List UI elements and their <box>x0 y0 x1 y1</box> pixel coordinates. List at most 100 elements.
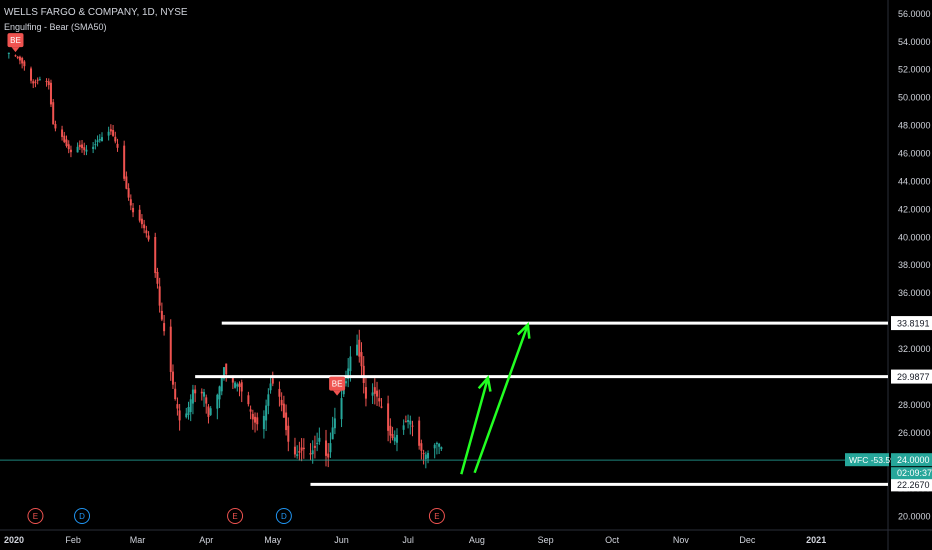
candle-body <box>407 419 410 422</box>
candle-body <box>329 443 332 453</box>
candle-body <box>280 399 283 406</box>
candle-body <box>278 388 281 397</box>
candle-body <box>393 437 396 442</box>
level-label-box <box>891 369 932 384</box>
candle-body <box>14 55 17 57</box>
y-tick-label: 42.0000 <box>898 204 931 214</box>
earnings-event-label: E <box>434 512 439 521</box>
candle-body <box>174 388 177 400</box>
projection-arrowhead <box>477 375 492 392</box>
candle-body <box>371 392 374 396</box>
candle-body <box>267 394 270 406</box>
dividend-event-label: D <box>79 512 85 521</box>
candle-body <box>364 387 367 399</box>
candle-body <box>238 383 241 387</box>
x-tick-label: Apr <box>199 535 213 545</box>
candle-body <box>209 408 212 415</box>
x-tick-label: Dec <box>739 535 756 545</box>
candle-body <box>112 130 115 136</box>
candle-body <box>327 453 330 458</box>
candle-body <box>194 389 197 394</box>
price-label: 24.0000 <box>897 455 930 465</box>
candle-body <box>420 443 423 451</box>
candle-body <box>311 450 314 455</box>
candle-body <box>262 415 265 430</box>
candle-body <box>220 377 223 392</box>
y-tick-label: 52.0000 <box>898 65 931 75</box>
y-tick-label: 26.0000 <box>898 428 931 438</box>
candle-body <box>360 352 363 367</box>
candle-body <box>78 144 81 147</box>
x-tick-label: Mar <box>130 535 146 545</box>
y-tick-label: 44.0000 <box>898 176 931 186</box>
y-tick-label: 28.0000 <box>898 400 931 410</box>
chart-title: WELLS FARGO & COMPANY, 1D, NYSE <box>4 7 188 18</box>
candle-body <box>176 404 179 409</box>
candle-body <box>287 425 290 442</box>
candle-body <box>205 397 208 404</box>
earnings-event-icon <box>428 508 445 524</box>
candle-body <box>247 395 250 405</box>
candle-body <box>349 356 352 372</box>
candle-body <box>411 425 414 427</box>
candle-body <box>32 81 35 84</box>
candle-body <box>69 149 72 153</box>
candle-body <box>163 323 166 332</box>
candle-body <box>391 434 394 439</box>
candle-body <box>340 398 343 420</box>
candle-body <box>395 434 398 443</box>
candle-body <box>438 443 441 447</box>
candle-body <box>316 442 319 444</box>
candle-body <box>389 425 392 436</box>
be-marker-box <box>7 33 24 48</box>
earnings-event-icon <box>227 508 244 524</box>
candle-body <box>38 79 41 81</box>
candle-body <box>49 82 52 105</box>
y-tick-label: 50.0000 <box>898 93 931 103</box>
dividend-event-icon <box>74 508 91 524</box>
candle-body <box>265 405 268 421</box>
candle-body <box>54 124 57 129</box>
dividend-event-icon <box>275 508 292 524</box>
candle-body <box>98 139 101 141</box>
candle-body <box>362 365 365 383</box>
y-tick-label: 46.0000 <box>898 149 931 159</box>
candle-body <box>373 387 376 394</box>
price-label-box <box>891 453 932 467</box>
candle-body <box>200 391 203 394</box>
candle-body <box>109 129 112 132</box>
x-tick-label: 2020 <box>4 535 24 545</box>
candle-body <box>16 56 19 58</box>
candle-body <box>189 399 192 413</box>
candle-body <box>156 271 159 284</box>
candle-body <box>30 68 33 81</box>
candle-body <box>300 447 303 451</box>
candle-body <box>23 61 26 67</box>
candle-body <box>293 446 296 455</box>
symbol-label-box <box>845 453 889 467</box>
candle-body <box>424 454 427 460</box>
candle-body <box>191 389 194 404</box>
x-tick-label: Nov <box>673 535 690 545</box>
candle-body <box>285 412 288 431</box>
x-tick-label: May <box>264 535 282 545</box>
candle-body <box>356 344 359 356</box>
candle-body <box>171 371 174 385</box>
candle-body <box>435 442 438 445</box>
candle-body <box>100 137 103 142</box>
candle-body <box>344 381 347 384</box>
candle-body <box>234 382 237 388</box>
candle-body <box>342 388 345 395</box>
y-tick-label: 20.0000 <box>898 512 931 522</box>
candle-body <box>52 102 55 125</box>
x-tick-label: Jun <box>334 535 349 545</box>
x-tick-label: Oct <box>605 535 620 545</box>
candle-body <box>18 56 21 61</box>
candle-body <box>254 416 257 423</box>
candle-body <box>222 367 225 379</box>
candle-body <box>402 425 405 430</box>
candle-body <box>207 406 210 417</box>
candle-body <box>94 144 97 146</box>
candle-body <box>85 149 88 152</box>
